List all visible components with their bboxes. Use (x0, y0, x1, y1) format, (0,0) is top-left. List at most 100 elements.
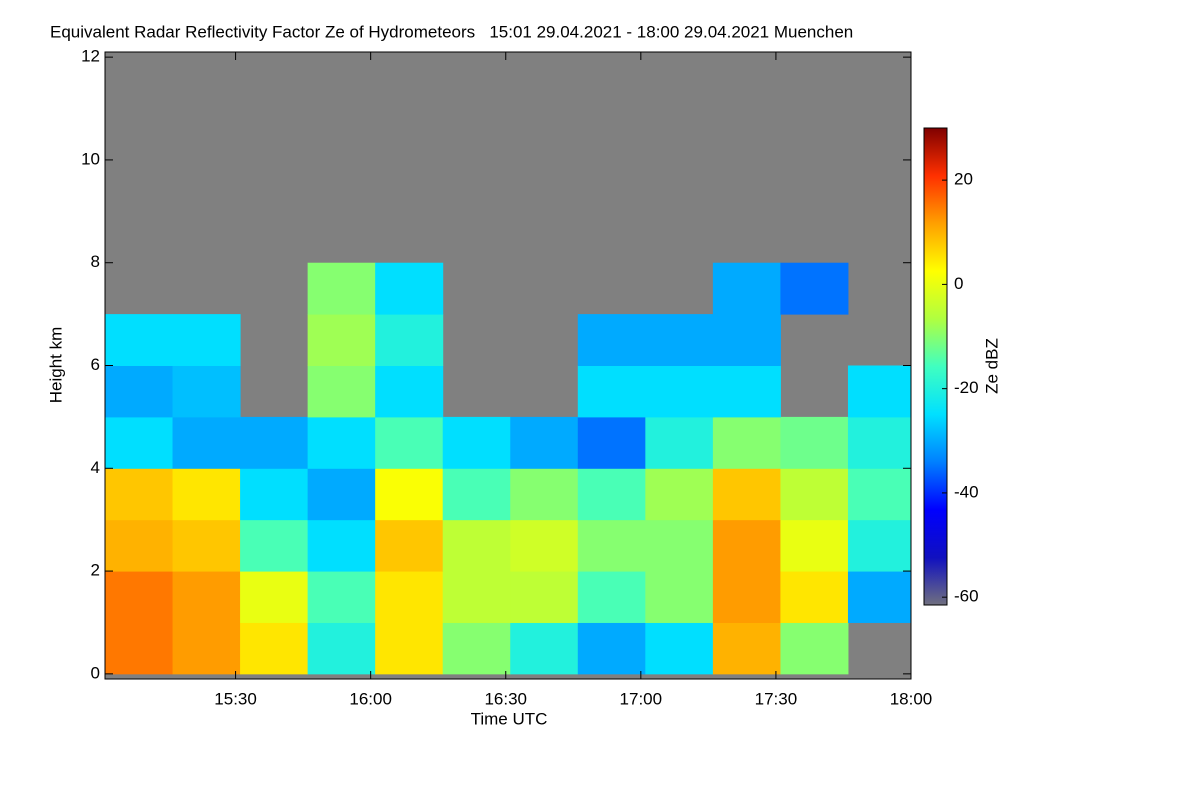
heat-cell (442, 468, 511, 521)
heat-cell (645, 622, 714, 675)
colorbar-tick-label: -60 (954, 587, 979, 606)
heat-cell (375, 365, 444, 418)
colorbar (923, 127, 948, 606)
heat-cell (442, 416, 511, 469)
heat-cell (577, 571, 646, 623)
heat-cell (442, 622, 511, 675)
heat-cell (577, 314, 646, 366)
heat-cell (847, 468, 912, 521)
heat-cell (510, 519, 579, 572)
heat-cell (240, 571, 309, 623)
heat-cell (375, 571, 444, 623)
heat-cell (307, 416, 376, 469)
heat-cell (240, 622, 309, 675)
heat-cell (577, 416, 646, 469)
y-axis-label: Height km (46, 327, 65, 404)
heat-cell (780, 416, 849, 469)
heat-cell (510, 468, 579, 521)
heat-cell (780, 571, 849, 623)
heat-cell (172, 468, 241, 521)
heat-cell (577, 622, 646, 675)
heat-cell (780, 519, 849, 572)
chart-title: Equivalent Radar Reflectivity Factor Ze … (50, 22, 853, 41)
heat-cell (780, 468, 849, 521)
heat-cell (712, 262, 781, 315)
heat-cell (105, 365, 174, 418)
x-tick-label: 16:00 (349, 689, 392, 708)
heat-cell (307, 468, 376, 521)
heat-cell (645, 571, 714, 623)
colorbar-tick-label: -40 (954, 482, 979, 501)
x-tick-label: 18:00 (890, 689, 933, 708)
heat-cell (645, 365, 714, 418)
heat-cell (105, 571, 174, 623)
y-tick-label: 10 (81, 149, 100, 168)
y-tick-label: 0 (91, 663, 100, 682)
heat-cell (375, 468, 444, 521)
x-tick-label: 15:30 (214, 689, 257, 708)
heat-cell (847, 365, 912, 418)
heat-cell (240, 468, 309, 521)
heat-cell (375, 519, 444, 572)
heat-cell (577, 519, 646, 572)
heat-cell (172, 314, 241, 366)
heat-cell (712, 416, 781, 469)
heat-cell (712, 314, 781, 366)
heat-cell (645, 519, 714, 572)
heat-cell (172, 416, 241, 469)
heat-cell (105, 468, 174, 521)
heat-cell (105, 519, 174, 572)
heat-cell (577, 468, 646, 521)
heat-cell (712, 622, 781, 675)
heat-cell (307, 314, 376, 366)
y-tick-label: 12 (81, 47, 100, 66)
heat-cell (307, 262, 376, 315)
heat-cell (375, 262, 444, 315)
heat-cell (712, 519, 781, 572)
colorbar-tick-label: -20 (954, 378, 979, 397)
heat-cell (510, 571, 579, 623)
heat-cell (307, 365, 376, 418)
heat-cell (375, 622, 444, 675)
y-tick-label: 2 (91, 561, 100, 580)
x-tick-label: 17:30 (755, 689, 798, 708)
heat-cell (172, 571, 241, 623)
heat-cell (442, 519, 511, 572)
heat-cell (375, 416, 444, 469)
y-tick-label: 6 (91, 355, 100, 374)
x-tick-label: 16:30 (484, 689, 527, 708)
y-tick-label: 8 (91, 252, 100, 271)
heat-cell (712, 571, 781, 623)
heat-cell (172, 365, 241, 418)
heat-cell (645, 416, 714, 469)
y-tick-label: 4 (91, 458, 100, 477)
x-axis-label: Time UTC (471, 709, 548, 728)
heat-cell (577, 365, 646, 418)
heat-cell (442, 571, 511, 623)
heat-cell (172, 519, 241, 572)
colorbar-label: Ze dBZ (982, 338, 1001, 394)
heat-cell (645, 314, 714, 366)
x-tick-label: 17:00 (620, 689, 663, 708)
heat-cell (645, 468, 714, 521)
heat-cell (307, 622, 376, 675)
heat-cell (172, 622, 241, 675)
heat-cell (780, 262, 849, 315)
heat-cell (712, 365, 781, 418)
heat-cell (712, 468, 781, 521)
heat-cell (847, 519, 912, 572)
heat-cell (105, 622, 174, 675)
heat-cell (847, 571, 912, 623)
heat-cell (510, 416, 579, 469)
colorbar-tick-label: 0 (954, 274, 963, 293)
heat-cell (105, 416, 174, 469)
heat-cell (510, 622, 579, 675)
heat-cell (240, 416, 309, 469)
heat-cell (780, 622, 849, 675)
colorbar-tick-label: 20 (954, 170, 973, 189)
heat-cell (307, 519, 376, 572)
heat-cell (307, 571, 376, 623)
heat-cell (375, 314, 444, 366)
heat-cell (240, 519, 309, 572)
